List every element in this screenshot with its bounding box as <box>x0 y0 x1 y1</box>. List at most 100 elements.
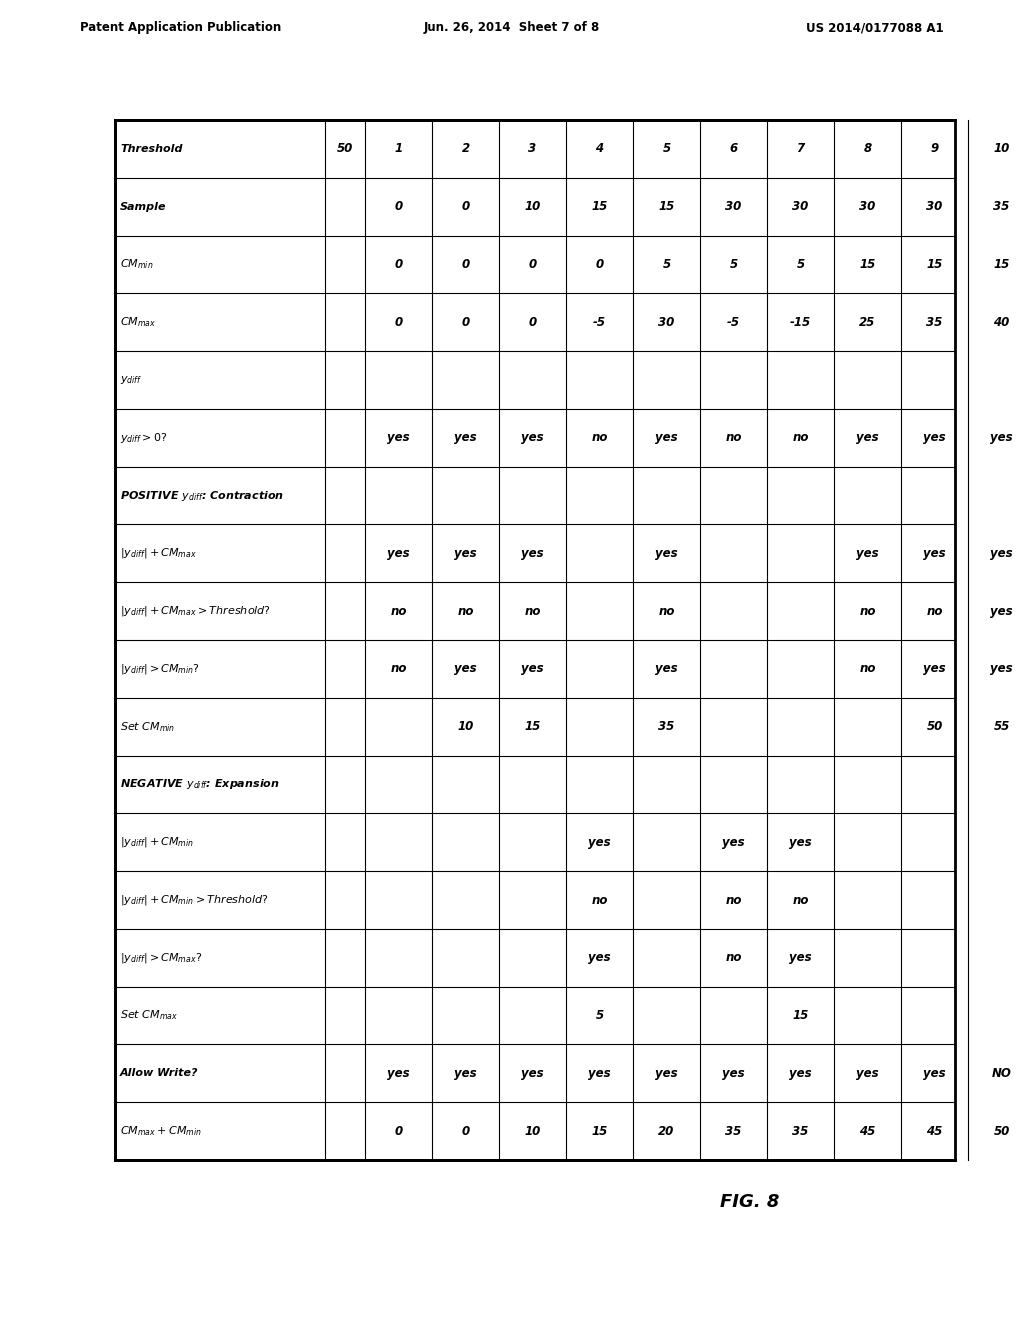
Text: 5: 5 <box>797 257 805 271</box>
Text: 0: 0 <box>462 1125 470 1138</box>
Text: 8: 8 <box>863 143 871 156</box>
Text: yes: yes <box>455 432 477 445</box>
Text: Jun. 26, 2014  Sheet 7 of 8: Jun. 26, 2014 Sheet 7 of 8 <box>424 21 600 34</box>
Text: 3: 3 <box>528 143 537 156</box>
Text: -15: -15 <box>790 315 811 329</box>
Text: 4: 4 <box>595 143 603 156</box>
Text: yes: yes <box>387 1067 410 1080</box>
Text: no: no <box>390 663 407 676</box>
Text: Patent Application Publication: Patent Application Publication <box>80 21 282 34</box>
Text: yes: yes <box>856 432 879 445</box>
Text: $|y_{diff}|>CM_{max}?$: $|y_{diff}|>CM_{max}?$ <box>120 950 203 965</box>
Text: 5: 5 <box>595 1008 603 1022</box>
Text: yes: yes <box>455 663 477 676</box>
Text: yes: yes <box>655 1067 678 1080</box>
Text: 55: 55 <box>993 721 1010 733</box>
Text: 2: 2 <box>462 143 470 156</box>
Text: yes: yes <box>790 952 812 965</box>
Text: 0: 0 <box>462 257 470 271</box>
Text: 0: 0 <box>394 201 402 213</box>
Text: 0: 0 <box>462 315 470 329</box>
Text: yes: yes <box>655 546 678 560</box>
Text: Allow Write?: Allow Write? <box>120 1068 199 1078</box>
Text: no: no <box>524 605 541 618</box>
Text: 7: 7 <box>797 143 805 156</box>
Text: yes: yes <box>924 432 946 445</box>
Text: no: no <box>927 605 943 618</box>
Text: yes: yes <box>924 546 946 560</box>
Text: 5: 5 <box>729 257 737 271</box>
Text: yes: yes <box>856 1067 879 1080</box>
Text: $|y_{diff}|>CM_{min}?$: $|y_{diff}|>CM_{min}?$ <box>120 661 200 676</box>
Text: yes: yes <box>924 663 946 676</box>
Text: 0: 0 <box>528 257 537 271</box>
Text: 30: 30 <box>725 201 741 213</box>
Text: yes: yes <box>990 432 1013 445</box>
Text: no: no <box>658 605 675 618</box>
Text: 35: 35 <box>993 201 1010 213</box>
Text: yes: yes <box>990 546 1013 560</box>
Text: 15: 15 <box>592 1125 607 1138</box>
Text: no: no <box>725 952 741 965</box>
Text: 30: 30 <box>859 201 876 213</box>
Text: no: no <box>793 894 809 907</box>
Text: no: no <box>458 605 474 618</box>
Text: 30: 30 <box>658 315 675 329</box>
Text: 10: 10 <box>524 1125 541 1138</box>
Text: yes: yes <box>790 1067 812 1080</box>
Text: yes: yes <box>588 952 610 965</box>
Text: Sample: Sample <box>120 202 167 211</box>
Text: 50: 50 <box>337 143 353 156</box>
Text: $\mathit{CM}_{min}$: $\mathit{CM}_{min}$ <box>120 257 154 272</box>
Text: 20: 20 <box>658 1125 675 1138</box>
Text: NEGATIVE $\mathit{y}_{diff}$: Expansion: NEGATIVE $\mathit{y}_{diff}$: Expansion <box>120 777 280 792</box>
Text: 15: 15 <box>524 721 541 733</box>
Text: 45: 45 <box>859 1125 876 1138</box>
Text: 10: 10 <box>458 721 474 733</box>
Text: yes: yes <box>790 836 812 849</box>
Text: no: no <box>725 432 741 445</box>
Text: 15: 15 <box>993 257 1010 271</box>
Text: no: no <box>591 432 608 445</box>
Text: 0: 0 <box>528 315 537 329</box>
Text: $\mathit{y}_{diff}\mathit{>0?}$: $\mathit{y}_{diff}\mathit{>0?}$ <box>120 430 168 445</box>
Text: 25: 25 <box>859 315 876 329</box>
Text: 50: 50 <box>993 1125 1010 1138</box>
Text: 15: 15 <box>658 201 675 213</box>
Text: $\mathit{CM}_{max}$: $\mathit{CM}_{max}$ <box>120 315 157 329</box>
Bar <box>115 120 955 1160</box>
Text: 35: 35 <box>725 1125 741 1138</box>
Text: -5: -5 <box>593 315 606 329</box>
Text: yes: yes <box>521 432 544 445</box>
Text: -5: -5 <box>727 315 740 329</box>
Text: 45: 45 <box>927 1125 943 1138</box>
Text: no: no <box>390 605 407 618</box>
Text: $|y_{diff}|+CM_{min}>Threshold?$: $|y_{diff}|+CM_{min}>Threshold?$ <box>120 894 269 907</box>
Text: Set $CM_{max}$: Set $CM_{max}$ <box>120 1008 178 1023</box>
Text: 30: 30 <box>793 201 809 213</box>
Text: yes: yes <box>722 1067 744 1080</box>
Text: 0: 0 <box>394 257 402 271</box>
Text: yes: yes <box>521 546 544 560</box>
Text: yes: yes <box>521 1067 544 1080</box>
Text: 15: 15 <box>592 201 607 213</box>
Text: yes: yes <box>655 663 678 676</box>
Text: 15: 15 <box>859 257 876 271</box>
Text: yes: yes <box>990 605 1013 618</box>
Text: yes: yes <box>924 1067 946 1080</box>
Text: yes: yes <box>990 663 1013 676</box>
Text: 0: 0 <box>394 315 402 329</box>
Text: 5: 5 <box>663 257 671 271</box>
Text: US 2014/0177088 A1: US 2014/0177088 A1 <box>806 21 944 34</box>
Text: yes: yes <box>856 546 879 560</box>
Text: 6: 6 <box>729 143 737 156</box>
Text: no: no <box>793 432 809 445</box>
Text: yes: yes <box>588 1067 610 1080</box>
Text: yes: yes <box>655 432 678 445</box>
Text: $|y_{diff}|+CM_{min}$: $|y_{diff}|+CM_{min}$ <box>120 836 195 849</box>
Text: yes: yes <box>387 432 410 445</box>
Text: 35: 35 <box>927 315 943 329</box>
Text: 30: 30 <box>927 201 943 213</box>
Text: 50: 50 <box>927 721 943 733</box>
Text: 40: 40 <box>993 315 1010 329</box>
